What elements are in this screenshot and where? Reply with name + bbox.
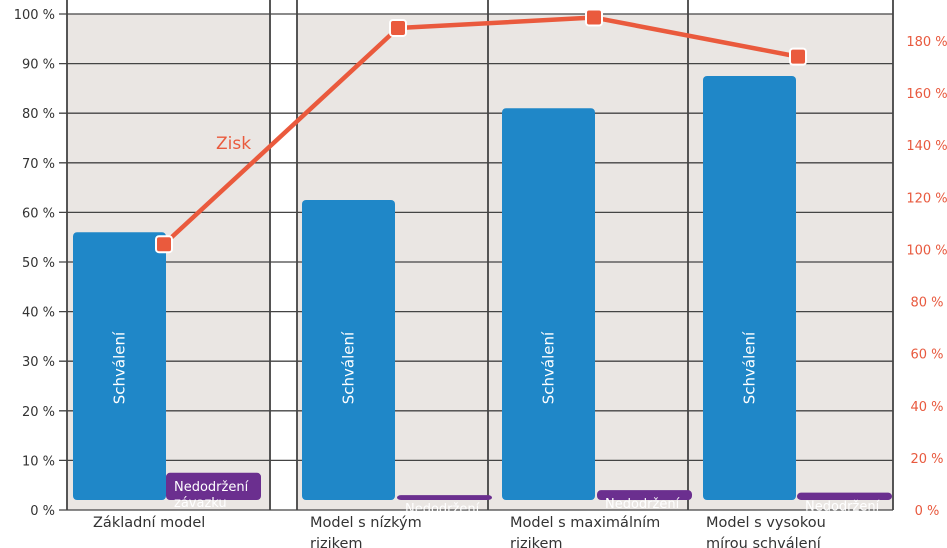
profit-series-label: Zisk — [216, 134, 251, 154]
default-bar — [166, 472, 261, 500]
gridlines — [59, 13, 893, 511]
right-tick-label: 80 % — [910, 296, 943, 311]
left-tick-label: 20 % — [22, 405, 55, 420]
approval-bar-label: Schválení — [111, 331, 129, 404]
bars: Schválení Schválení Schválení Schválení Nedo… — [73, 76, 892, 533]
right-axis-ticks: 0 % 20 % 40 % 60 % 80 % 100 % 120 % 140 % 160 % 1… — [906, 35, 947, 519]
profit-marker — [789, 47, 807, 66]
default-bar-label: Nedodržení — [605, 497, 680, 512]
profit-marker — [585, 8, 603, 27]
profit-line: Zisk — [155, 8, 807, 254]
category-label: rizikem — [510, 536, 563, 548]
category-labels: Základní model Model s nízkým rizikem Model… — [93, 515, 826, 548]
right-tick-label: 40 % — [910, 400, 943, 415]
category-label: mírou schválení — [706, 536, 822, 548]
default-bar — [397, 495, 492, 500]
category-label: Model s vysokou — [706, 515, 826, 531]
profit-marker — [389, 18, 407, 37]
left-axis-ticks: 0 % 10 % 20 % 30 % 40 % 50 % 60 % 70 % 80 % 90 % 1… — [14, 8, 55, 519]
category-label: Základní model — [93, 515, 205, 531]
left-tick-label: 50 % — [22, 256, 55, 271]
right-tick-label: 180 % — [906, 35, 947, 50]
category-label: Model s maximálním — [510, 515, 660, 531]
right-tick-label: 140 % — [906, 139, 947, 154]
left-tick-label: 30 % — [22, 355, 55, 370]
left-tick-label: 100 % — [14, 8, 55, 23]
approval-bar — [502, 108, 595, 501]
left-tick-label: 40 % — [22, 306, 55, 321]
right-tick-label: 0 % — [915, 504, 940, 519]
default-bar-label: Nedodržení — [805, 500, 880, 515]
right-tick-label: 60 % — [910, 348, 943, 363]
left-tick-label: 80 % — [22, 107, 55, 122]
right-tick-label: 120 % — [906, 191, 947, 206]
default-bar-label: závazku — [405, 518, 458, 533]
left-tick-label: 70 % — [22, 157, 55, 172]
left-tick-label: 0 % — [30, 504, 55, 519]
approval-bar — [703, 76, 796, 500]
category-dividers — [66, 0, 894, 510]
profit-line-path — [162, 15, 799, 246]
approval-bar-label: Schválení — [340, 331, 358, 404]
default-bar-label: Nedodržení — [405, 502, 480, 517]
right-tick-label: 20 % — [910, 452, 943, 467]
approval-bar-label: Schválení — [540, 331, 558, 404]
left-tick-label: 10 % — [22, 454, 55, 469]
plot-gap — [271, 0, 297, 510]
left-tick-label: 90 % — [22, 58, 55, 73]
category-label: Model s nízkým — [310, 515, 422, 531]
right-tick-label: 160 % — [906, 87, 947, 102]
left-tick-label: 60 % — [22, 206, 55, 221]
default-bar-label: závazku — [605, 513, 658, 528]
default-bar-label: závazku — [174, 496, 227, 511]
default-bar — [797, 492, 892, 500]
default-bar-label: závazku — [805, 516, 858, 531]
category-label: rizikem — [310, 536, 363, 548]
default-bar — [597, 490, 692, 500]
default-bar-label: Nedodržení — [174, 480, 249, 495]
approval-bar — [302, 200, 395, 500]
approval-bar-label: Schválení — [741, 331, 759, 404]
profit-marker — [155, 235, 173, 254]
right-tick-label: 100 % — [906, 243, 947, 258]
approval-bar — [73, 232, 166, 501]
